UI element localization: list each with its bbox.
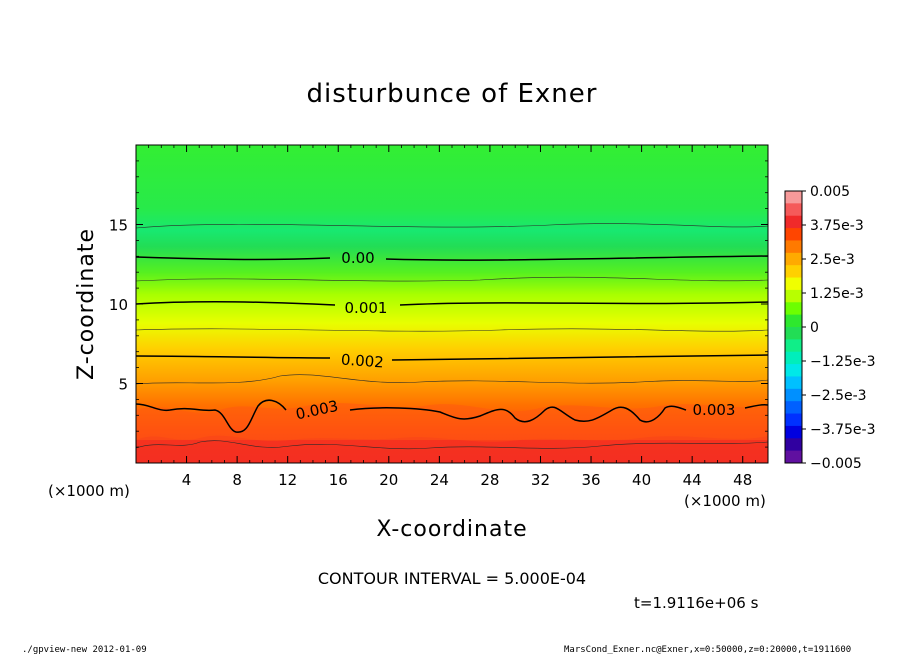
colorbar-band bbox=[785, 302, 802, 316]
contour-label: 0.003 bbox=[693, 401, 736, 419]
colorbar-tick-label: 0.005 bbox=[810, 184, 850, 200]
y-axis: 5 10 15 bbox=[109, 160, 768, 448]
colorbar-band bbox=[785, 277, 802, 291]
colorbar-band bbox=[785, 203, 802, 217]
contour-line-thin bbox=[136, 440, 768, 450]
colorbar-band bbox=[785, 228, 802, 241]
x-tick-label: 24 bbox=[430, 471, 449, 489]
colorbar-labels: 0.005 3.75e-3 2.5e-3 1.25e-3 0 −1.25e-3 −2.5e-… bbox=[802, 184, 875, 472]
x-tick-label: 20 bbox=[379, 471, 398, 489]
colorbar-band bbox=[785, 289, 802, 303]
warm-blob-2 bbox=[136, 402, 768, 440]
colorbar-tick-label: −2.5e-3 bbox=[810, 388, 867, 404]
time-label: t=1.9116e+06 s bbox=[634, 594, 759, 612]
x-tick-label: 44 bbox=[683, 471, 702, 489]
colorbar-band bbox=[785, 339, 802, 353]
x-tick-label: 48 bbox=[733, 471, 752, 489]
colorbar-band bbox=[785, 438, 802, 452]
colorbar bbox=[784, 190, 803, 464]
contour-label: 0.002 bbox=[340, 351, 384, 372]
colorbar-band bbox=[785, 351, 802, 365]
colorbar-tick-label: 3.75e-3 bbox=[810, 218, 864, 234]
x-tick-label: 40 bbox=[632, 471, 651, 489]
contour-label: 0.00 bbox=[341, 249, 374, 267]
colorbar-tick-label: −1.25e-3 bbox=[810, 354, 875, 370]
colorbar-band bbox=[785, 252, 802, 266]
x-tick-label: 28 bbox=[480, 471, 499, 489]
y-tick-label: 10 bbox=[109, 296, 128, 314]
contour-label: 0.001 bbox=[345, 299, 388, 317]
x-tick-label: 16 bbox=[329, 471, 348, 489]
warm-blob-1 bbox=[136, 435, 768, 463]
contour-line-0.001 bbox=[136, 301, 768, 306]
colorbar-tick-label: 2.5e-3 bbox=[810, 252, 855, 268]
contour-line-thin bbox=[136, 328, 768, 332]
y-axis-title: Z-coordinate bbox=[74, 228, 99, 380]
contour-line-thin bbox=[136, 276, 768, 282]
colorbar-band bbox=[785, 388, 802, 402]
x-tick-label: 8 bbox=[232, 471, 242, 489]
colorbar-band bbox=[785, 327, 802, 340]
x-axis-title: X-coordinate bbox=[376, 517, 527, 542]
y-tick-label: 15 bbox=[109, 217, 128, 235]
x-tick-label: 12 bbox=[278, 471, 297, 489]
colorbar-band bbox=[785, 265, 802, 279]
contour-line-0.002 bbox=[136, 354, 768, 361]
contour-line-thin bbox=[136, 374, 768, 385]
x-tick-label: 36 bbox=[581, 471, 600, 489]
colorbar-band bbox=[785, 215, 802, 229]
contour-line-0.003 bbox=[136, 399, 768, 433]
x-tick-label: 4 bbox=[182, 471, 192, 489]
x-tick-label: 32 bbox=[531, 471, 550, 489]
x-unit-label-left: (×1000 m) bbox=[48, 482, 130, 500]
footer-right: MarsCond_Exner.nc@Exner,x=0:50000,z=0:20… bbox=[564, 645, 851, 654]
colorbar-band bbox=[785, 314, 802, 328]
contour-interval-text: CONTOUR INTERVAL = 5.000E-04 bbox=[318, 569, 586, 588]
colorbar-band bbox=[785, 450, 802, 464]
colorbar-tick-label: 1.25e-3 bbox=[810, 286, 864, 302]
colorbar-band bbox=[785, 413, 802, 427]
colorbar-band bbox=[785, 376, 802, 390]
colorbar-tick-label: −3.75e-3 bbox=[810, 422, 875, 438]
colorbar-band bbox=[785, 401, 802, 415]
footer-left: ./gpview-new 2012-01-09 bbox=[22, 645, 147, 654]
colorbar-tick-label: 0 bbox=[810, 320, 819, 336]
contour-line-0 bbox=[136, 255, 768, 261]
x-axis: 4 8 12 16 20 24 28 32 36 40 44 48 bbox=[148, 145, 756, 489]
colorbar-tick-label: −0.005 bbox=[810, 456, 862, 472]
y-tick-label: 5 bbox=[118, 376, 128, 394]
colorbar-band bbox=[785, 240, 802, 254]
colorbar-band bbox=[785, 191, 802, 204]
chart-title: disturbunce of Exner bbox=[307, 79, 598, 109]
contour-field bbox=[136, 145, 768, 463]
contour-line-thin bbox=[136, 223, 768, 229]
x-unit-label-right: (×1000 m) bbox=[684, 492, 766, 510]
colorbar-band bbox=[785, 425, 802, 439]
colorbar-band bbox=[785, 364, 802, 377]
